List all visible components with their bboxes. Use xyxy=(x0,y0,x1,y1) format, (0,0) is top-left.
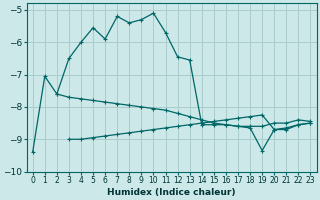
X-axis label: Humidex (Indice chaleur): Humidex (Indice chaleur) xyxy=(107,188,236,197)
